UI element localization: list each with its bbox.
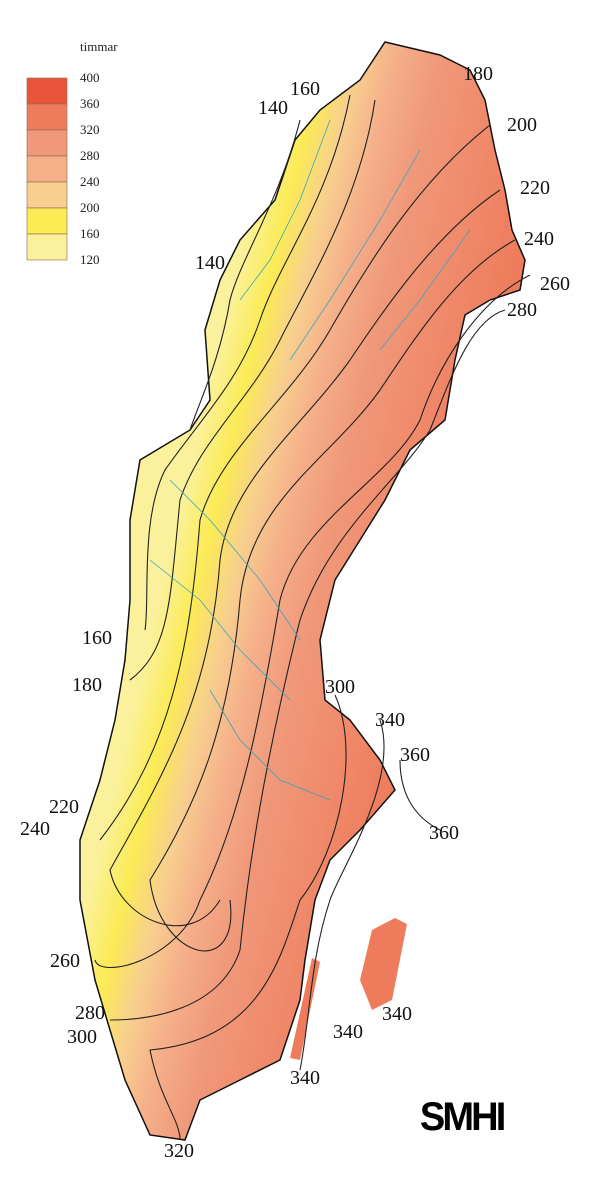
gotland-island	[360, 918, 407, 1010]
legend-swatch	[26, 77, 68, 105]
legend-swatch	[26, 233, 68, 261]
isoline-label: 260	[540, 273, 570, 295]
legend-tick: 320	[80, 122, 100, 137]
isolines	[94, 94, 531, 1141]
isoline-label: 140	[258, 97, 288, 119]
isoline-label: 200	[507, 114, 537, 136]
legend-tick: 360	[80, 96, 100, 111]
isoline-label: 240	[20, 818, 50, 840]
isoline-label: 160	[290, 78, 320, 100]
legend-swatch	[26, 181, 68, 209]
legend-tick: 280	[80, 148, 100, 163]
isoline-label: 360	[400, 744, 430, 766]
isoline-label: 140	[195, 252, 225, 274]
isoline-label: 180	[463, 63, 493, 85]
isoline-label: 340	[382, 1003, 412, 1025]
legend-swatches	[26, 77, 68, 261]
isoline-label: 300	[67, 1026, 97, 1048]
isoline-label: 280	[507, 299, 537, 321]
legend-unit: timmar	[80, 39, 118, 54]
legend-swatch	[26, 207, 68, 235]
isoline-label: 340	[375, 709, 405, 731]
legend-tick: 160	[80, 226, 100, 241]
legend-swatch	[26, 103, 68, 131]
rivers	[149, 119, 471, 801]
isoline-label: 220	[520, 177, 550, 199]
legend-ticks: 400 360 320 280 240 200 160 120	[80, 70, 100, 267]
isoline-label: 180	[72, 674, 102, 696]
legend-swatch	[26, 129, 68, 157]
isoline-labels: 180 160 200 140 220 240 140 260 280 160 …	[20, 63, 570, 1162]
legend-tick: 240	[80, 174, 100, 189]
legend-tick: 400	[80, 70, 100, 85]
isoline-label: 340	[290, 1067, 320, 1089]
smhi-logo: SMHI	[420, 1095, 505, 1139]
legend-swatch	[26, 155, 68, 183]
isoline-label: 300	[325, 676, 355, 698]
legend-tick: 200	[80, 200, 100, 215]
legend-tick: 120	[80, 252, 100, 267]
isoline-label: 340	[333, 1021, 363, 1043]
isoline-label: 240	[524, 228, 554, 250]
isoline-label: 360	[429, 822, 459, 844]
isoline-label: 220	[49, 796, 79, 818]
isoline-label: 280	[75, 1002, 105, 1024]
legend: timmar 400 360 320 280 240 200 160 120	[26, 39, 118, 267]
isoline-label: 320	[164, 1140, 194, 1162]
sweden-mainland	[79, 41, 526, 1141]
isoline-label: 260	[50, 950, 80, 972]
isoline-label: 160	[82, 627, 112, 649]
